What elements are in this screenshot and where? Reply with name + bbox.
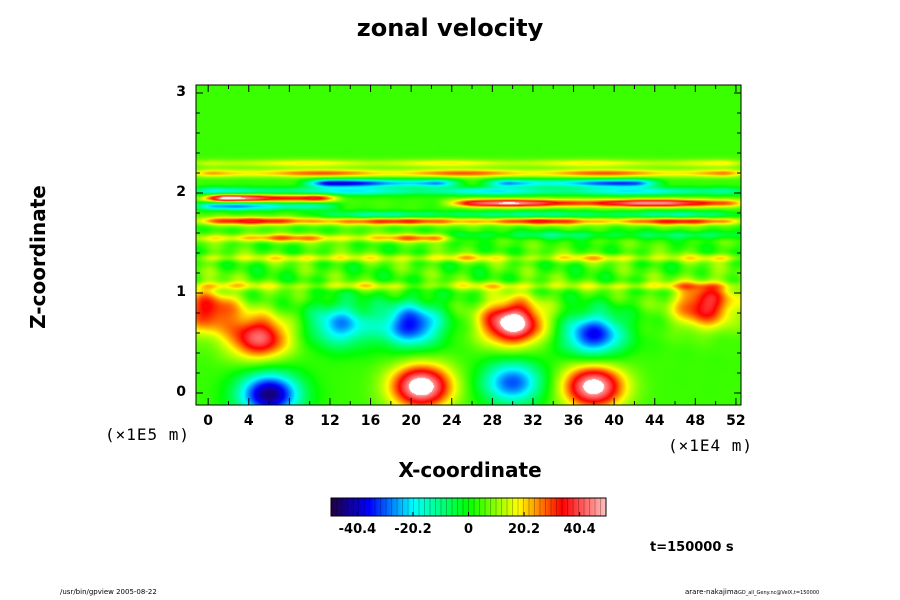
footer-author: arare-nakajima [685, 588, 738, 596]
x-unit-label: (×1E4 m) [668, 436, 754, 455]
x-tick-label: 52 [726, 413, 746, 429]
colorbar-tick-label: 0 [463, 522, 474, 537]
y-tick-label: 0 [176, 384, 186, 400]
x-tick-label: 20 [401, 413, 421, 429]
footer-credit: arare-nakajimaGD_all_Geny.nc@VelX,t=1500… [685, 588, 819, 596]
y-unit-label: (×1E5 m) [105, 425, 191, 444]
heatmap-field [196, 85, 741, 405]
x-tick-label: 32 [523, 413, 543, 429]
x-tick-label: 4 [243, 413, 254, 429]
tick-marks [196, 85, 741, 405]
x-tick-label: 16 [360, 413, 381, 429]
y-tick-label: 1 [176, 284, 186, 300]
y-tick-label: 3 [176, 84, 186, 100]
colorbar-tick-label: -20.2 [394, 522, 432, 537]
colorbar-tick-marks [336, 498, 601, 516]
x-tick-label: 0 [203, 413, 214, 429]
x-tick-label: 44 [644, 413, 665, 429]
x-tick-label: 12 [320, 413, 340, 429]
y-tick-label: 2 [176, 184, 186, 200]
colorbar-tick-label: -40.4 [338, 522, 377, 537]
footer-source: GD_all_Geny.nc@VelX,t=150000 [737, 590, 820, 596]
y-axis-label: Z-coordinate [26, 185, 50, 329]
colorbar-tick-label: 20.2 [508, 522, 541, 537]
chart-title: zonal velocity [356, 14, 544, 42]
x-tick-label: 24 [442, 413, 462, 429]
x-tick-label: 8 [284, 413, 295, 429]
time-label: t=150000 s [650, 540, 734, 555]
x-axis-label: X-coordinate [398, 458, 542, 482]
footer-command: /usr/bin/gpview 2005-08-22 [60, 588, 157, 596]
x-tick-label: 48 [685, 413, 706, 429]
x-tick-label: 28 [482, 413, 503, 429]
plot-frame [195, 84, 742, 406]
x-tick-label: 36 [563, 413, 584, 429]
x-tick-label: 40 [604, 413, 624, 429]
colorbar-tick-label: 40.4 [563, 522, 596, 537]
